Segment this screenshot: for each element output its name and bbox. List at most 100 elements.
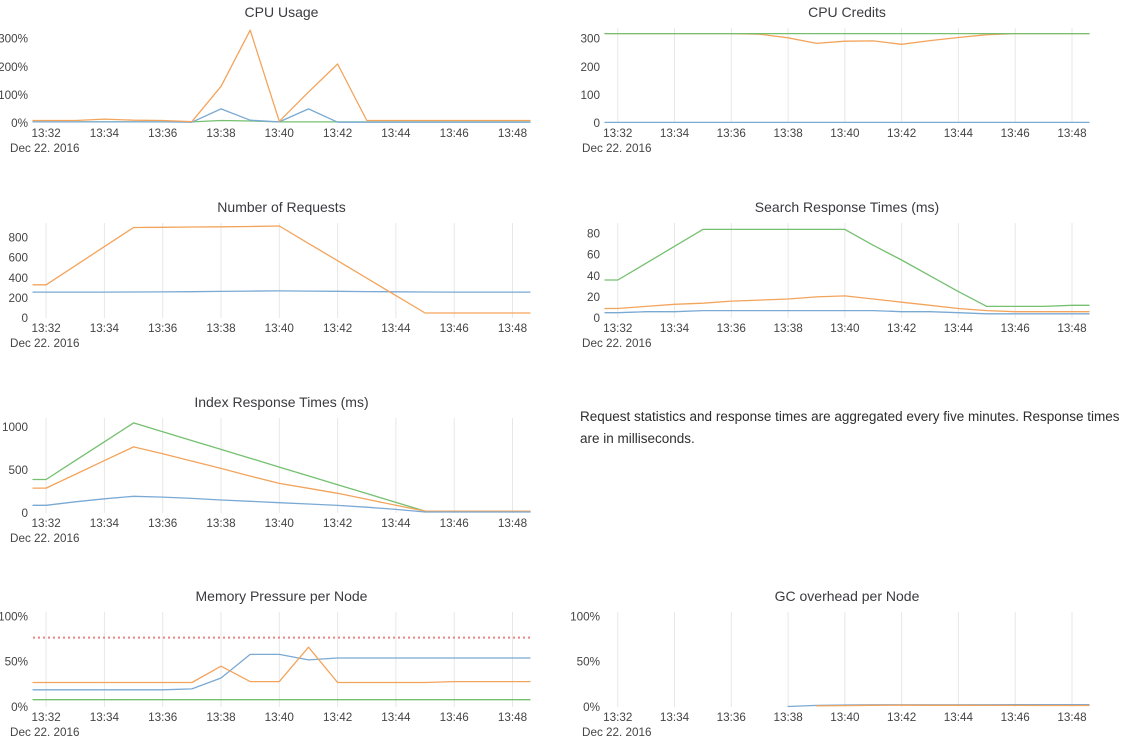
series-line-green bbox=[32, 422, 531, 512]
x-axis-label: 13:48 bbox=[498, 322, 527, 335]
y-axis-label: 20 bbox=[587, 291, 601, 304]
chart-cpu-credits: 0 100 200 300 13:32 13:34 13:36 13:38 13:40 13:42… bbox=[565, 0, 1131, 156]
x-axis-label: 13:32 bbox=[603, 127, 632, 140]
y-axis-label: 100% bbox=[0, 89, 28, 102]
x-axis-label: 13:42 bbox=[887, 322, 916, 335]
aggregation-note-text: Request statistics and response times ar… bbox=[580, 409, 1120, 446]
y-axis-label: 0 bbox=[21, 312, 28, 325]
chart-gc-overhead: 0% 50% 100% 13:32 13:34 13:36 13:38 13:40 13:42 1… bbox=[565, 584, 1131, 740]
x-axis-label: 13:34 bbox=[660, 711, 690, 724]
y-axis-label: 80 bbox=[587, 228, 601, 241]
x-axis-label: 13:32 bbox=[603, 711, 632, 724]
y-axis-label: 200 bbox=[8, 292, 28, 305]
series-line-orange bbox=[815, 704, 1090, 707]
x-axis-label: 13:44 bbox=[944, 322, 974, 335]
series-line-orange bbox=[32, 646, 531, 684]
aggregation-note: Request statistics and response times ar… bbox=[580, 406, 1131, 450]
chart-svg: 0 100 200 300 13:32 13:34 13:36 13:38 13:40 13:42… bbox=[580, 4, 1090, 155]
x-axis-label: 13:48 bbox=[1057, 127, 1086, 140]
x-axis-label: 13:42 bbox=[887, 711, 916, 724]
x-axis-label: 13:40 bbox=[265, 127, 295, 140]
chart-number-of-requests: 0 200 400 600 800 13:32 13:34 13:36 13:38 13:40 13… bbox=[0, 195, 565, 351]
date-label: Dec 22. 2016 bbox=[10, 337, 80, 350]
y-axis-label: 0% bbox=[11, 701, 28, 714]
chart-svg: 0 200 400 600 800 13:32 13:34 13:36 13:38 13:40 13… bbox=[8, 199, 531, 350]
x-axis-label: 13:36 bbox=[148, 322, 177, 335]
y-axis-label: 0 bbox=[593, 117, 600, 130]
y-axis-label: 0 bbox=[593, 312, 600, 325]
x-axis-label: 13:38 bbox=[206, 127, 235, 140]
date-label: Dec 22. 2016 bbox=[10, 726, 80, 739]
chart-title: Memory Pressure per Node bbox=[196, 588, 368, 604]
y-axis-label: 500 bbox=[8, 464, 28, 477]
x-axis-label: 13:48 bbox=[1057, 322, 1086, 335]
x-axis-label: 13:40 bbox=[830, 711, 860, 724]
date-label: Dec 22. 2016 bbox=[582, 142, 652, 155]
chart-title: GC overhead per Node bbox=[775, 588, 920, 604]
series-line-blue bbox=[32, 290, 531, 293]
series-line-orange bbox=[32, 446, 531, 512]
x-axis-label: 13:32 bbox=[603, 322, 632, 335]
x-axis-label: 13:34 bbox=[90, 711, 120, 724]
x-axis-label: 13:46 bbox=[440, 711, 469, 724]
x-axis-label: 13:32 bbox=[31, 127, 60, 140]
chart-title: Index Response Times (ms) bbox=[194, 394, 368, 410]
y-axis-label: 600 bbox=[8, 252, 28, 265]
x-axis-label: 13:32 bbox=[31, 322, 60, 335]
x-axis-label: 13:42 bbox=[887, 127, 916, 140]
x-axis-label: 13:46 bbox=[440, 517, 469, 530]
chart-svg: 0% 100% 200% 300% 13:32 13:34 13:36 13:38 13:40 1… bbox=[0, 4, 531, 155]
chart-svg: 0% 50% 100% 13:32 13:34 13:36 13:38 13:40 13:42 1… bbox=[570, 588, 1090, 739]
x-axis-label: 13:44 bbox=[381, 127, 411, 140]
x-axis-label: 13:38 bbox=[206, 711, 235, 724]
x-axis-label: 13:44 bbox=[381, 711, 411, 724]
y-axis-label: 300% bbox=[0, 33, 28, 46]
x-axis-label: 13:44 bbox=[381, 322, 411, 335]
x-axis-label: 13:36 bbox=[717, 322, 746, 335]
chart-title: CPU Usage bbox=[245, 4, 319, 20]
x-axis-label: 13:32 bbox=[31, 711, 60, 724]
series-line-blue bbox=[604, 309, 1090, 315]
y-axis-label: 400 bbox=[8, 272, 28, 285]
x-axis-label: 13:38 bbox=[773, 127, 802, 140]
y-axis-label: 0% bbox=[583, 701, 600, 714]
chart-memory-pressure: 0% 50% 100% 13:32 13:34 13:36 13:38 13:40 13:42 1… bbox=[0, 584, 565, 740]
y-axis-label: 1000 bbox=[2, 421, 29, 434]
x-axis-label: 13:46 bbox=[440, 322, 469, 335]
x-axis-label: 13:42 bbox=[323, 127, 352, 140]
y-axis-label: 100% bbox=[570, 610, 600, 623]
x-axis-label: 13:32 bbox=[31, 517, 60, 530]
x-axis-label: 13:46 bbox=[440, 127, 469, 140]
x-axis-label: 13:42 bbox=[323, 711, 352, 724]
x-axis-label: 13:48 bbox=[498, 711, 527, 724]
y-axis-label: 100% bbox=[0, 610, 28, 623]
chart-index-response-times: 0 500 1000 13:32 13:34 13:36 13:38 13:40 13:42 13… bbox=[0, 390, 565, 546]
x-axis-label: 13:46 bbox=[1001, 322, 1030, 335]
chart-title: Number of Requests bbox=[217, 199, 345, 215]
date-label: Dec 22. 2016 bbox=[10, 532, 80, 545]
y-axis-label: 200 bbox=[580, 61, 600, 74]
x-axis-label: 13:38 bbox=[773, 711, 802, 724]
y-axis-label: 0% bbox=[11, 117, 28, 130]
x-axis-label: 13:36 bbox=[148, 711, 177, 724]
y-axis-label: 50% bbox=[577, 656, 600, 669]
y-axis-label: 0 bbox=[21, 507, 28, 520]
y-axis-label: 40 bbox=[587, 270, 601, 283]
x-axis-label: 13:34 bbox=[90, 127, 120, 140]
chart-title: Search Response Times (ms) bbox=[755, 199, 939, 215]
date-label: Dec 22. 2016 bbox=[10, 142, 80, 155]
x-axis-label: 13:42 bbox=[323, 322, 352, 335]
y-axis-label: 60 bbox=[587, 249, 601, 262]
y-axis-label: 200% bbox=[0, 61, 28, 74]
x-axis-label: 13:44 bbox=[381, 517, 411, 530]
x-axis-label: 13:38 bbox=[206, 517, 235, 530]
series-line-orange bbox=[604, 295, 1090, 313]
chart-svg: 0 500 1000 13:32 13:34 13:36 13:38 13:40 13:42 13… bbox=[2, 394, 531, 545]
x-axis-label: 13:40 bbox=[265, 517, 295, 530]
x-axis-label: 13:46 bbox=[1001, 127, 1030, 140]
date-label: Dec 22. 2016 bbox=[582, 337, 652, 350]
x-axis-label: 13:36 bbox=[717, 711, 746, 724]
x-axis-label: 13:34 bbox=[660, 127, 690, 140]
y-axis-label: 800 bbox=[8, 232, 28, 245]
